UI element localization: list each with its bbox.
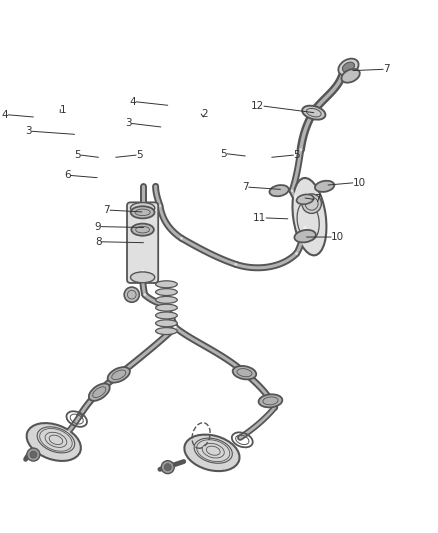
Ellipse shape: [342, 69, 360, 83]
Ellipse shape: [302, 194, 321, 213]
Ellipse shape: [338, 59, 359, 76]
Text: 5: 5: [74, 150, 81, 160]
Text: 12: 12: [251, 101, 264, 111]
Ellipse shape: [294, 230, 316, 243]
Text: 4: 4: [2, 110, 8, 120]
Text: 3: 3: [25, 126, 32, 136]
Circle shape: [161, 461, 174, 474]
Text: 8: 8: [95, 237, 102, 247]
Ellipse shape: [155, 281, 177, 288]
Ellipse shape: [302, 106, 325, 119]
Ellipse shape: [131, 224, 154, 236]
Ellipse shape: [27, 423, 81, 461]
Ellipse shape: [315, 181, 334, 192]
FancyBboxPatch shape: [127, 203, 158, 283]
Ellipse shape: [155, 328, 177, 335]
Ellipse shape: [155, 320, 177, 327]
Text: 5: 5: [293, 150, 300, 160]
Ellipse shape: [184, 434, 240, 471]
Text: 7: 7: [383, 64, 390, 74]
Ellipse shape: [269, 185, 289, 196]
Ellipse shape: [131, 272, 155, 282]
Ellipse shape: [258, 394, 283, 407]
Circle shape: [27, 448, 40, 461]
Text: 1: 1: [60, 104, 67, 115]
Text: 5: 5: [220, 149, 227, 159]
Text: 7: 7: [314, 195, 321, 204]
Ellipse shape: [343, 62, 354, 72]
Text: 4: 4: [130, 97, 136, 107]
Ellipse shape: [89, 384, 110, 401]
Text: 2: 2: [201, 109, 208, 119]
Ellipse shape: [233, 366, 256, 379]
Text: 6: 6: [64, 171, 71, 181]
Ellipse shape: [155, 304, 177, 311]
Ellipse shape: [155, 312, 177, 319]
Text: 10: 10: [353, 178, 366, 188]
Text: 7: 7: [242, 182, 249, 192]
Text: 9: 9: [95, 222, 102, 232]
Ellipse shape: [108, 367, 130, 383]
Text: 7: 7: [103, 205, 110, 215]
Ellipse shape: [124, 287, 139, 302]
Text: 5: 5: [136, 150, 143, 160]
Ellipse shape: [131, 203, 155, 213]
Text: 11: 11: [253, 213, 266, 223]
Ellipse shape: [155, 296, 177, 303]
Text: 10: 10: [331, 232, 344, 242]
Circle shape: [30, 451, 37, 458]
Ellipse shape: [297, 195, 314, 204]
Ellipse shape: [155, 288, 177, 295]
Ellipse shape: [131, 206, 155, 219]
Ellipse shape: [293, 178, 326, 255]
Text: 3: 3: [125, 118, 132, 128]
Circle shape: [164, 464, 171, 471]
